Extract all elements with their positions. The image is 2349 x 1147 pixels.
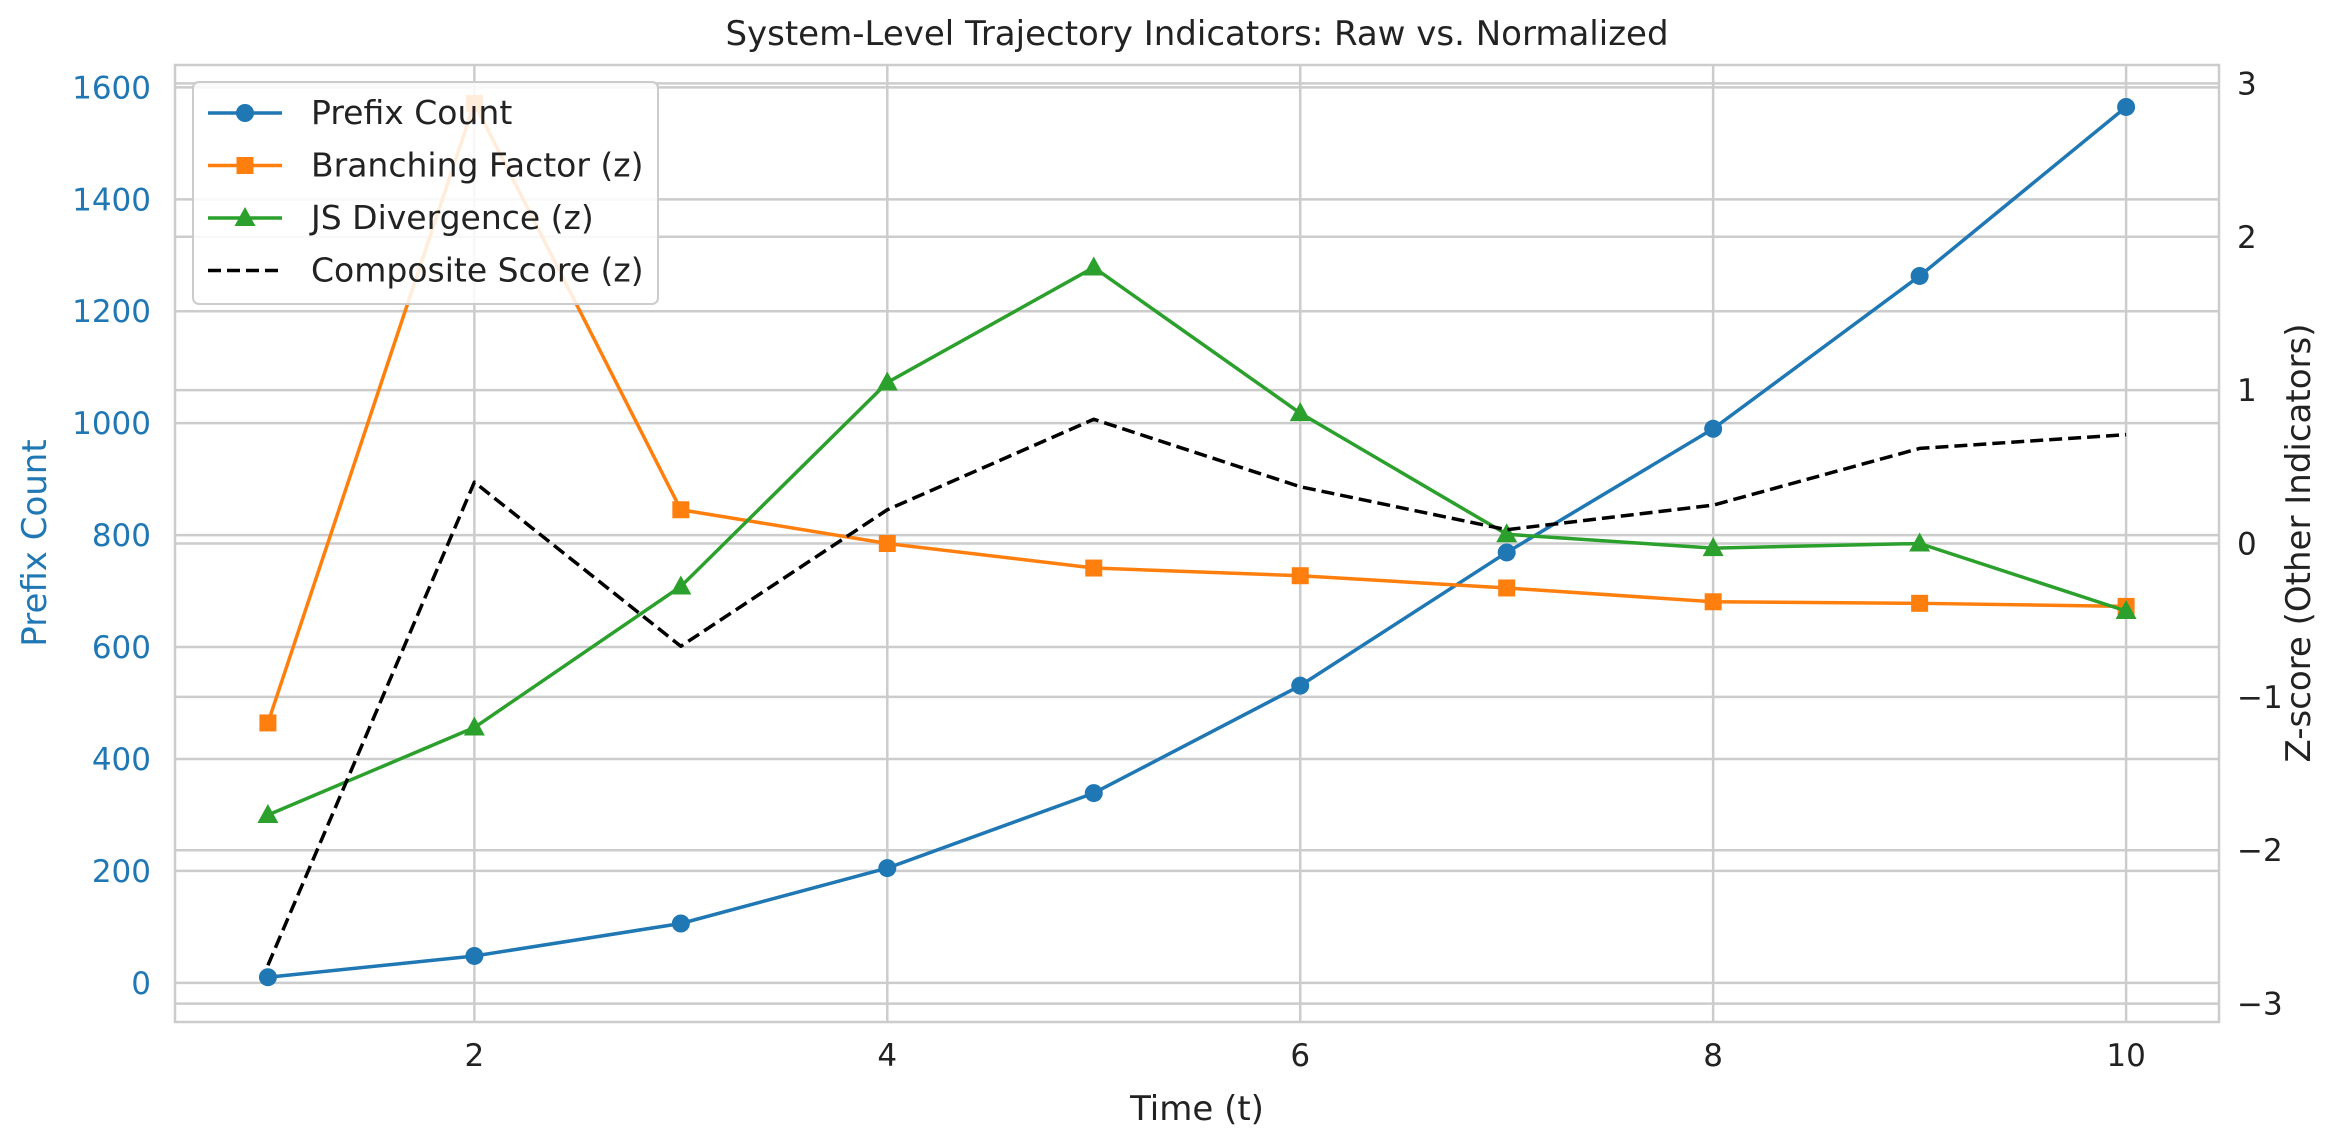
y-tick-label-left: 1600: [72, 70, 151, 106]
legend-marker: [236, 157, 254, 174]
y-tick-label-right: −1: [2237, 680, 2283, 716]
y-tick-label-left: 0: [131, 966, 151, 1002]
data-point: [1910, 266, 1929, 285]
y-tick-label-right: −2: [2237, 833, 2283, 869]
x-tick-label: 6: [1290, 1038, 1310, 1074]
y-tick-label-left: 1400: [72, 182, 151, 218]
y-tick-label-right: 0: [2237, 527, 2257, 563]
legend-marker: [234, 207, 256, 226]
data-point: [1083, 256, 1105, 276]
data-point: [463, 716, 485, 736]
tick-labels: 2 4 6 8 1002004006008001000120014001600−3−2−…: [72, 66, 2283, 1074]
y-tick-label-right: −3: [2237, 987, 2283, 1023]
data-point: [1084, 784, 1103, 803]
y-axis-label-left: Prefix Count: [15, 439, 55, 646]
data-point: [1909, 532, 1931, 552]
y-tick-label-left: 1200: [72, 294, 151, 330]
legend-entry: Prefix Count: [208, 93, 512, 132]
data-point: [1702, 537, 1724, 557]
legend-entry: JS Divergence (z): [208, 198, 594, 237]
data-point: [2115, 599, 2137, 619]
grid: [175, 65, 2219, 1022]
data-point: [2117, 97, 2136, 116]
series-layer: [257, 94, 2137, 987]
data-point: [1911, 594, 1929, 612]
data-point: [670, 575, 692, 595]
series-4: [266, 417, 2127, 966]
series-line: [266, 101, 2127, 724]
data-point: [1704, 419, 1723, 438]
series-line: [267, 265, 2127, 817]
y-tick-label-left: 1000: [72, 406, 151, 442]
legend-label: JS Divergence (z): [309, 198, 594, 237]
data-point: [1085, 559, 1103, 577]
series-1: [258, 97, 2136, 987]
legend-label: Prefix Count: [311, 93, 512, 132]
chart-title: System-Level Trajectory Indicators: Raw …: [725, 14, 1668, 54]
data-point: [1496, 523, 1518, 543]
x-tick-label: 8: [1703, 1038, 1723, 1074]
data-point: [878, 859, 897, 878]
data-point: [1498, 579, 1516, 597]
y-tick-label-left: 800: [92, 518, 151, 554]
plot-frame: [173, 63, 2221, 1024]
series-3: [257, 256, 2137, 823]
y-tick-label-right: 2: [2237, 220, 2257, 256]
data-point: [1291, 567, 1309, 585]
data-point: [1497, 543, 1516, 562]
data-point: [878, 535, 896, 552]
y-axis-label-right: Z-score (Other Indicators): [2279, 324, 2319, 763]
data-point: [259, 714, 277, 732]
series-line: [266, 417, 2127, 966]
x-tick-label: 4: [877, 1038, 897, 1074]
x-tick-label: 10: [2106, 1038, 2145, 1074]
data-point: [257, 803, 279, 823]
legend-entries: Prefix Count Branching Factor (z) JS Diver…: [208, 93, 644, 290]
legend: Prefix Count Branching Factor (z) JS Diver…: [192, 81, 659, 305]
data-point: [258, 968, 277, 987]
data-point: [672, 501, 690, 519]
data-point: [1291, 676, 1310, 695]
data-point: [465, 946, 484, 965]
x-tick-label: 2: [465, 1038, 485, 1074]
y-tick-label-left: 400: [92, 742, 151, 778]
data-point: [1289, 402, 1311, 422]
data-point: [671, 914, 690, 933]
y-tick-label-right: 3: [2237, 66, 2257, 102]
legend-marker: [236, 104, 254, 122]
legend-entry: Composite Score (z): [208, 251, 644, 290]
legend-label: Branching Factor (z): [311, 146, 644, 185]
y-tick-label-left: 200: [92, 854, 151, 890]
data-point: [1704, 593, 1722, 611]
legend-label: Composite Score (z): [311, 251, 644, 290]
legend-entry: Branching Factor (z): [208, 146, 644, 185]
data-point: [876, 371, 898, 391]
y-tick-label-left: 600: [92, 630, 151, 666]
legend-box: [192, 81, 659, 305]
series-line: [267, 105, 2128, 979]
y-tick-label-right: 1: [2237, 373, 2257, 409]
x-axis-label: Time (t): [1129, 1089, 1264, 1129]
